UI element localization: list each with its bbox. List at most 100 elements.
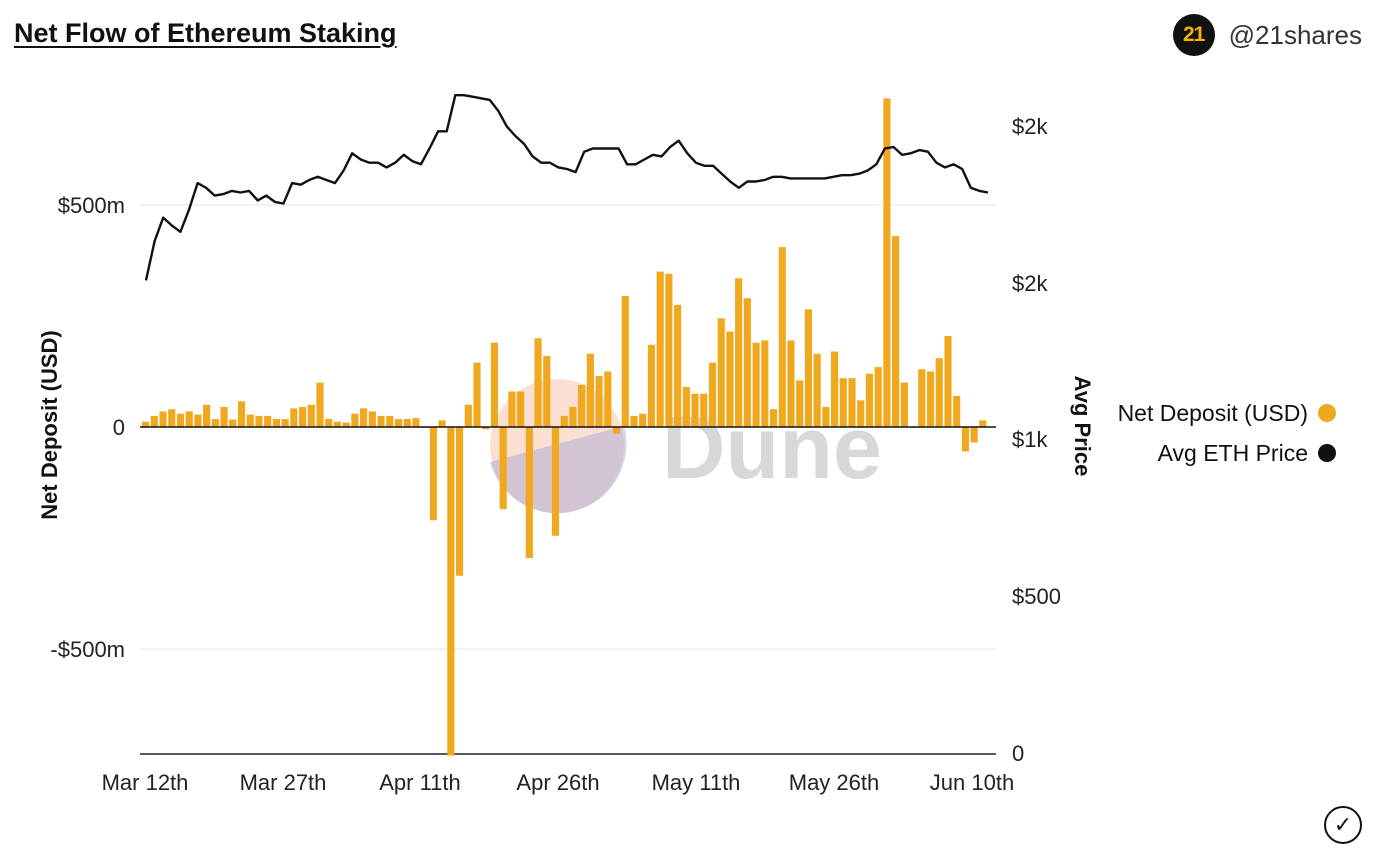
bar[interactable] — [769, 409, 778, 427]
bar[interactable] — [403, 419, 411, 427]
bar[interactable] — [342, 422, 350, 427]
bar[interactable] — [848, 378, 856, 427]
bar[interactable] — [307, 404, 315, 427]
bar[interactable] — [918, 369, 926, 427]
bar[interactable] — [551, 427, 560, 536]
bar[interactable] — [630, 415, 638, 427]
bar[interactable] — [761, 340, 769, 427]
bar[interactable] — [743, 298, 751, 427]
bar[interactable] — [159, 411, 167, 427]
bar[interactable] — [185, 411, 193, 427]
bar[interactable] — [892, 236, 900, 427]
bar[interactable] — [900, 382, 908, 427]
bar[interactable] — [246, 414, 254, 427]
bar[interactable] — [961, 427, 969, 452]
bar[interactable] — [508, 391, 516, 427]
bar[interactable] — [237, 401, 246, 427]
bar[interactable] — [325, 419, 333, 427]
bar[interactable] — [142, 421, 150, 427]
bar[interactable] — [778, 247, 786, 427]
bar[interactable] — [787, 340, 795, 427]
bar[interactable] — [290, 408, 298, 427]
bar[interactable] — [447, 427, 455, 756]
bar[interactable] — [595, 375, 603, 427]
bar[interactable] — [377, 415, 385, 427]
bar[interactable] — [691, 393, 699, 427]
bar[interactable] — [517, 391, 525, 427]
bar[interactable] — [682, 387, 690, 427]
bar[interactable] — [726, 331, 734, 427]
bar[interactable] — [211, 419, 219, 427]
bar[interactable] — [298, 407, 307, 427]
bar[interactable] — [386, 415, 394, 427]
bar[interactable] — [534, 338, 542, 427]
bar[interactable] — [796, 380, 804, 427]
bar[interactable] — [264, 415, 272, 427]
bar[interactable] — [953, 395, 961, 427]
bar[interactable] — [735, 278, 743, 427]
bar[interactable] — [883, 98, 891, 427]
bar[interactable] — [203, 404, 211, 427]
bar[interactable] — [665, 273, 673, 427]
bar[interactable] — [857, 400, 865, 427]
bar[interactable] — [813, 353, 821, 427]
bar[interactable] — [586, 353, 594, 427]
bar[interactable] — [639, 413, 647, 427]
check-icon[interactable]: ✓ — [1324, 806, 1362, 844]
bar[interactable] — [935, 358, 943, 427]
bar[interactable] — [525, 427, 533, 558]
bar[interactable] — [412, 418, 420, 427]
bar[interactable] — [970, 427, 978, 443]
bar[interactable] — [865, 373, 874, 427]
bar[interactable] — [194, 414, 202, 427]
bar[interactable] — [708, 362, 717, 427]
bar[interactable] — [621, 296, 629, 427]
bar[interactable] — [490, 342, 499, 427]
brand[interactable]: 21 @21shares — [1172, 14, 1362, 56]
bar[interactable] — [560, 415, 568, 427]
bar[interactable] — [272, 419, 280, 427]
legend-item-eth-price[interactable]: Avg ETH Price — [1118, 433, 1336, 473]
bar[interactable] — [438, 420, 446, 427]
bar[interactable] — [455, 427, 464, 576]
bar[interactable] — [473, 362, 481, 427]
bar[interactable] — [656, 271, 664, 427]
price-line[interactable] — [144, 93, 989, 281]
bar[interactable] — [804, 309, 812, 427]
bar[interactable] — [255, 415, 263, 427]
bar[interactable] — [333, 421, 342, 427]
bar[interactable] — [752, 342, 760, 427]
brand-handle[interactable]: @21shares — [1228, 19, 1362, 50]
bar[interactable] — [229, 419, 237, 427]
bar[interactable] — [499, 427, 507, 510]
legend-item-net-deposit[interactable]: Net Deposit (USD) — [1118, 393, 1336, 433]
bar[interactable] — [569, 407, 577, 427]
bar[interactable] — [822, 407, 830, 427]
bar[interactable] — [944, 335, 952, 427]
bar[interactable] — [717, 318, 725, 427]
bar[interactable] — [368, 411, 376, 427]
bar[interactable] — [700, 393, 708, 427]
bar[interactable] — [168, 409, 176, 427]
bar[interactable] — [150, 415, 158, 427]
bar[interactable] — [176, 413, 185, 427]
bar[interactable] — [839, 378, 847, 427]
bar[interactable] — [394, 419, 403, 427]
bar[interactable] — [543, 355, 551, 427]
bar[interactable] — [926, 371, 935, 428]
bar[interactable] — [482, 427, 490, 430]
bar[interactable] — [612, 427, 621, 434]
bar[interactable] — [874, 367, 882, 427]
bar[interactable] — [220, 407, 228, 427]
bar[interactable] — [604, 371, 612, 428]
bar[interactable] — [647, 344, 656, 427]
bar[interactable] — [360, 408, 368, 427]
bar[interactable] — [429, 427, 437, 521]
bar[interactable] — [316, 382, 324, 427]
bar[interactable] — [674, 304, 682, 427]
bar[interactable] — [281, 419, 289, 427]
bar[interactable] — [464, 404, 472, 427]
bar[interactable] — [979, 420, 987, 427]
bar[interactable] — [351, 413, 359, 427]
bar[interactable] — [578, 384, 586, 427]
